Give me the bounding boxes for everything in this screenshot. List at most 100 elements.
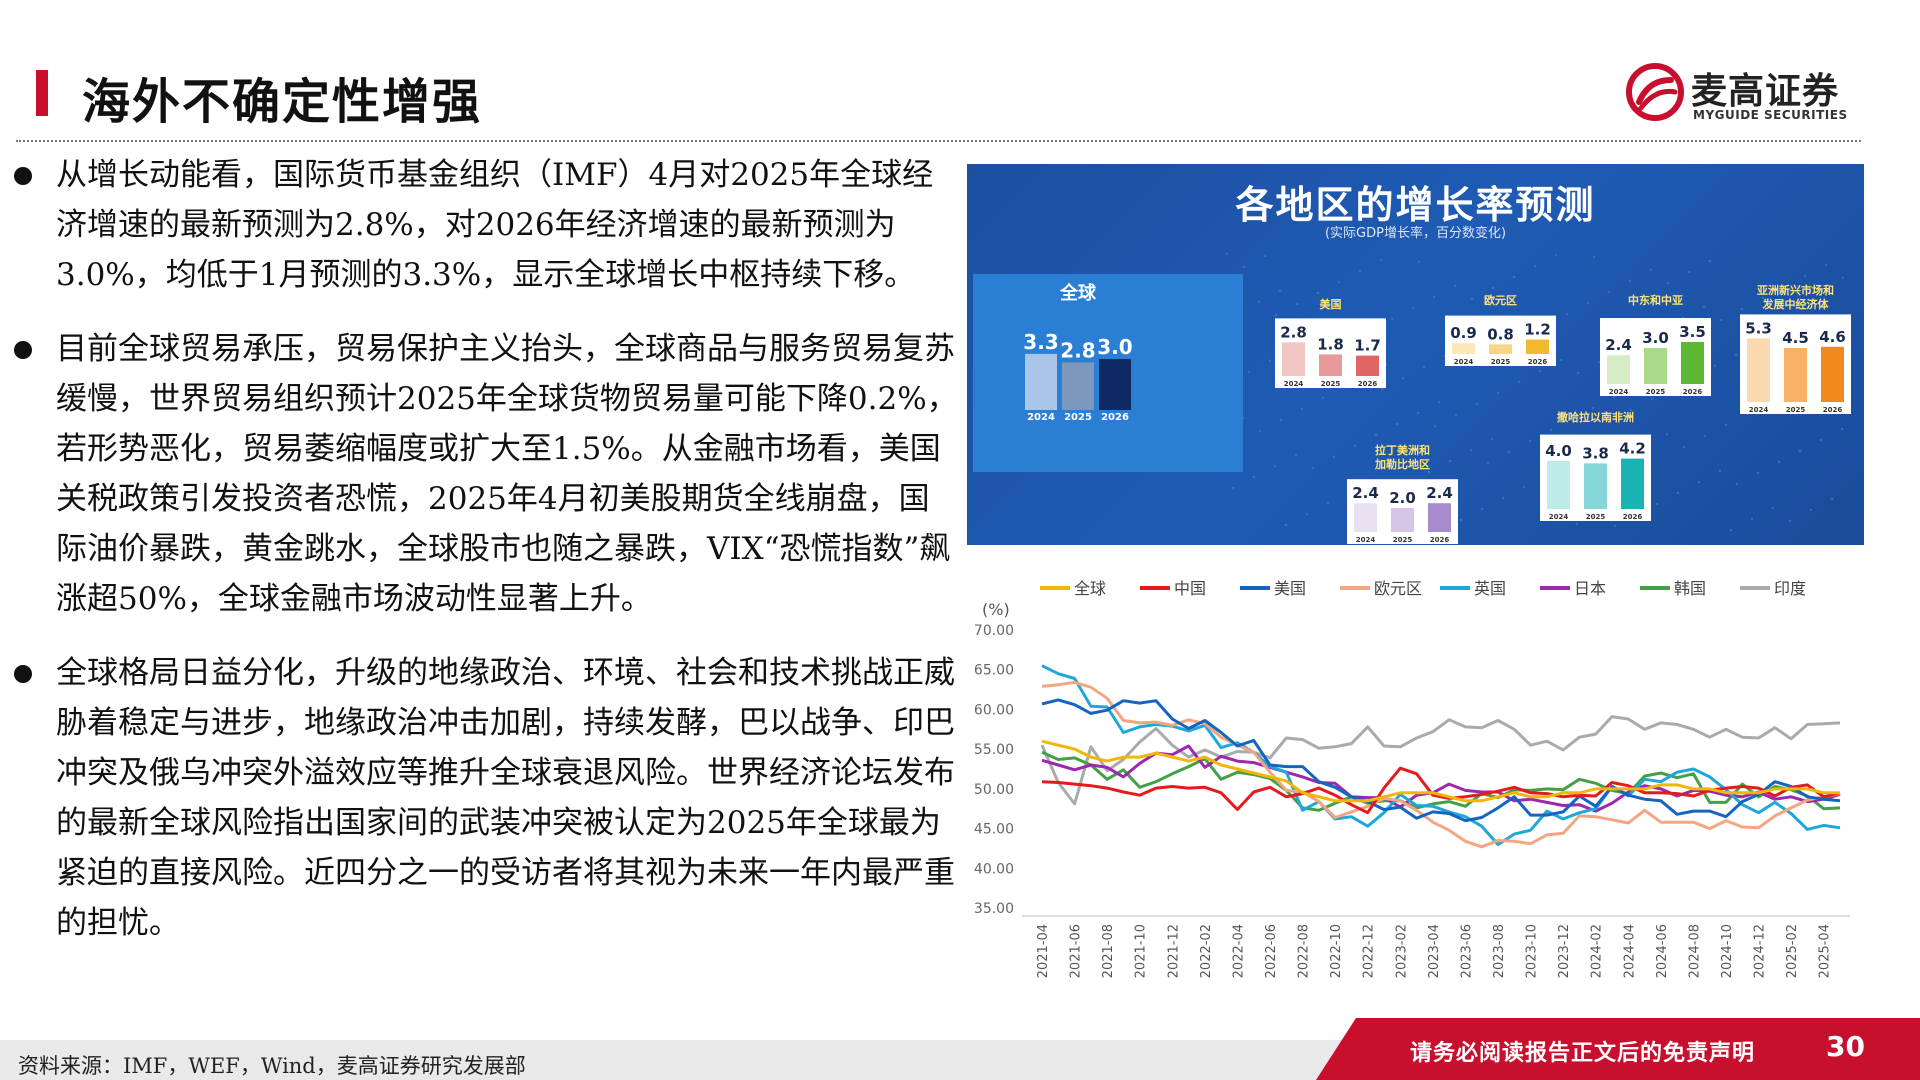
map-dot [1533,264,1537,268]
map-dot [1475,402,1479,406]
forecast-year-label: 2025 [1586,513,1606,521]
disclaimer-note: 请务必阅读报告正文后的免责声明 [1410,1041,1756,1066]
title-accent-bar [36,70,48,116]
forecast-bar [1747,338,1770,402]
bullet-item: 从增长动能看，国际货币基金组织（IMF）4月对2025年全球经济增速的最新预测为… [10,150,960,300]
bullet-text: 全球格局日益分化，升级的地缘政治、环境、社会和技术挑战正威胁着稳定与进步，地缘政… [56,655,955,941]
logo-mark-icon [1626,63,1684,121]
forecast-bar [1428,503,1451,532]
forecast-year-label: 2026 [1101,412,1129,423]
forecast-value-label: 3.0 [1642,329,1669,347]
map-dot [1682,445,1686,449]
map-dot [1294,453,1298,457]
map-dot [1470,297,1474,301]
group-name: 欧元区 [1484,293,1517,307]
forecast-value-label: 5.3 [1745,319,1772,337]
map-dot [1841,276,1845,280]
map-dot [1380,387,1384,391]
y-tick-label: 55.00 [974,742,1014,758]
x-tick-label: 2021-04 [1036,924,1051,978]
map-dot [1607,290,1611,294]
forecast-value-label: 3.3 [1023,330,1058,354]
forecast-year-label: 2024 [1356,536,1376,544]
map-dot [1771,506,1775,510]
x-tick-label: 2021-06 [1069,924,1084,978]
logo-chinese-name: 麦高证券 [1691,71,1840,112]
forecast-subtitle: (实际GDP增长率，百分数变化) [1324,226,1507,241]
forecast-bar [1356,355,1379,376]
forecast-group: 全球 3.3 2024 2.8 2025 3.0 2026 [1023,282,1132,423]
forecast-year-label: 2026 [1623,513,1643,521]
x-tick-label: 2022-06 [1264,924,1279,978]
map-dot [1311,466,1315,470]
map-dot [1559,358,1563,362]
x-tick-label: 2021-10 [1134,924,1149,978]
map-dot [1486,461,1490,465]
forecast-value-label: 1.8 [1317,335,1344,353]
map-dot [1522,485,1526,489]
forecast-year-label: 2025 [1646,388,1666,396]
bullet-text: 从增长动能看，国际货币基金组织（IMF）4月对2025年全球经济增速的最新预测为… [56,157,934,293]
map-dot [1756,471,1760,475]
forecast-year-label: 2025 [1786,406,1806,414]
map-dot [1231,486,1235,490]
forecast-bar [1644,348,1667,384]
map-dot [1273,464,1277,468]
y-tick-label: 45.00 [974,822,1014,838]
legend-label: 中国 [1174,579,1206,598]
forecast-value-label: 3.8 [1582,444,1609,462]
map-dot [1247,370,1251,374]
forecast-year-label: 2025 [1491,358,1511,366]
forecast-bar [1547,461,1570,509]
forecast-year-label: 2024 [1749,406,1769,414]
map-dot [1729,528,1733,532]
y-tick-label: 65.00 [974,663,1014,679]
map-dot [1687,270,1691,274]
group-name-line2: 发展中经济体 [1762,297,1830,311]
map-dot [1565,312,1569,316]
map-dot [1586,301,1590,305]
forecast-value-label: 3.5 [1679,323,1706,341]
map-dot [1326,501,1330,505]
map-dot [1454,413,1458,417]
map-dot [1469,448,1473,452]
map-dot [1358,269,1362,273]
x-tick-label: 2023-06 [1459,924,1474,978]
map-dot [1432,295,1436,299]
map-dot [1649,268,1653,272]
map-dot [1491,286,1495,290]
page-title: 海外不确定性增强 [82,74,483,130]
forecast-year-label: 2026 [1528,358,1548,366]
map-dot [1575,522,1579,526]
forecast-value-label: 1.2 [1524,321,1551,339]
forecast-bar [1526,339,1549,354]
bullet-text: 目前全球贸易承压，贸易保护主义抬头，全球商品与服务贸易复苏缓慢，世界贸易组织预计… [56,331,958,617]
company-logo: 麦高证券 MYGUIDE SECURITIES [1625,62,1865,122]
forecast-bar [1621,458,1644,509]
page-number: 30 [1826,1030,1865,1063]
map-dot [1576,371,1580,375]
map-dot [1570,417,1574,421]
map-dot [1295,302,1299,306]
forecast-value-label: 1.7 [1354,337,1381,355]
x-tick-label: 2021-08 [1101,924,1116,978]
legend-label: 英国 [1474,579,1506,598]
map-dot [1379,258,1383,262]
footer-red-band [1316,1018,1920,1080]
bullet-dot-icon [14,167,32,185]
map-dot [1337,280,1341,284]
forecast-bar [1062,362,1094,410]
map-dot [1788,519,1792,523]
x-tick-label: 2023-12 [1557,924,1572,978]
map-dot [1824,263,1828,267]
map-dot [1274,313,1278,317]
map-dot [1819,438,1823,442]
group-name: 亚洲新兴市场和 [1757,283,1834,297]
map-dot [1448,459,1452,463]
map-dot [1374,433,1378,437]
forecast-group: 欧元区 0.9 2024 0.8 2025 1.2 2026 [1445,293,1556,366]
group-name: 中东和中亚 [1628,293,1683,307]
map-dot [1735,482,1739,486]
map-dot [1252,475,1256,479]
